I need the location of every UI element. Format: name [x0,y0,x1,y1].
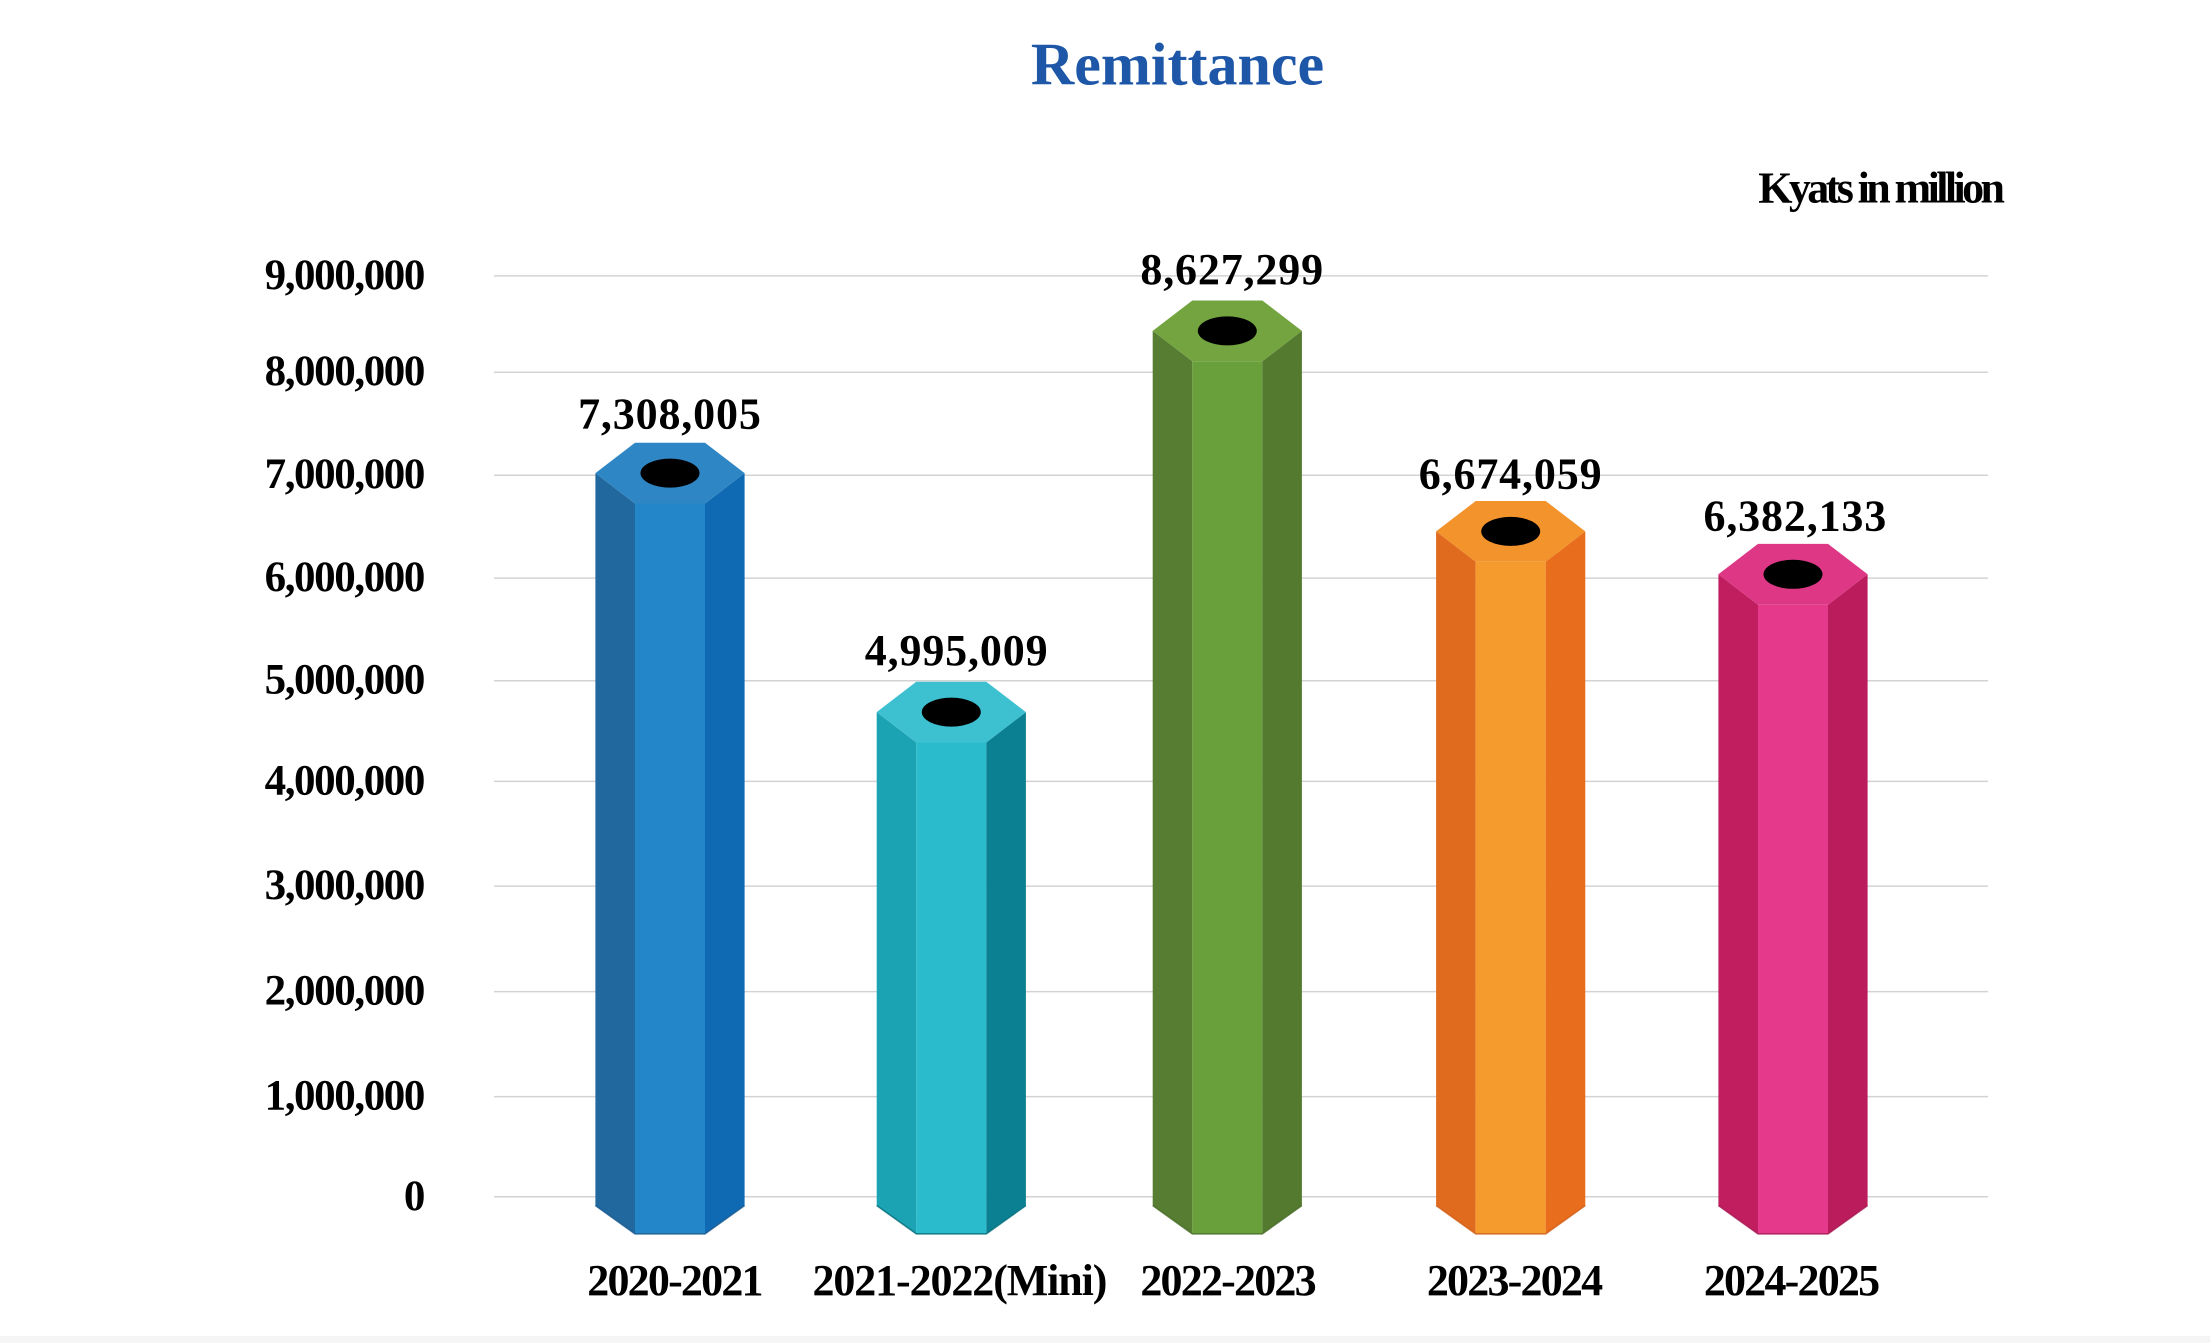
svg-text:2024-2025: 2024-2025 [1704,1256,1879,1305]
svg-text:9,000,000: 9,000,000 [265,252,424,299]
svg-text:5,000,000: 5,000,000 [265,657,424,704]
svg-text:2022-2023: 2022-2023 [1140,1256,1315,1305]
svg-text:4,000,000: 4,000,000 [265,757,424,804]
svg-text:7,000,000: 7,000,000 [265,451,424,498]
svg-text:4,995,009: 4,995,009 [865,626,1049,675]
svg-text:7,308,005: 7,308,005 [578,389,762,438]
svg-text:2,000,000: 2,000,000 [265,968,424,1015]
svg-text:2020-2021: 2020-2021 [587,1256,761,1305]
svg-text:1,000,000: 1,000,000 [265,1073,424,1120]
svg-text:6,382,133: 6,382,133 [1703,491,1887,540]
svg-text:Remittance: Remittance [1031,32,1324,98]
svg-text:8,000,000: 8,000,000 [265,348,424,395]
svg-text:8,627,299: 8,627,299 [1140,245,1324,294]
svg-text:0: 0 [404,1173,424,1220]
svg-text:6,674,059: 6,674,059 [1419,450,1603,499]
svg-text:2023-2024: 2023-2024 [1427,1256,1603,1305]
svg-text:3,000,000: 3,000,000 [265,862,424,909]
svg-text:Kyats in million: Kyats in million [1758,164,2004,213]
svg-text:2021-2022(Mini): 2021-2022(Mini) [812,1256,1106,1305]
svg-text:6,000,000: 6,000,000 [265,554,424,601]
